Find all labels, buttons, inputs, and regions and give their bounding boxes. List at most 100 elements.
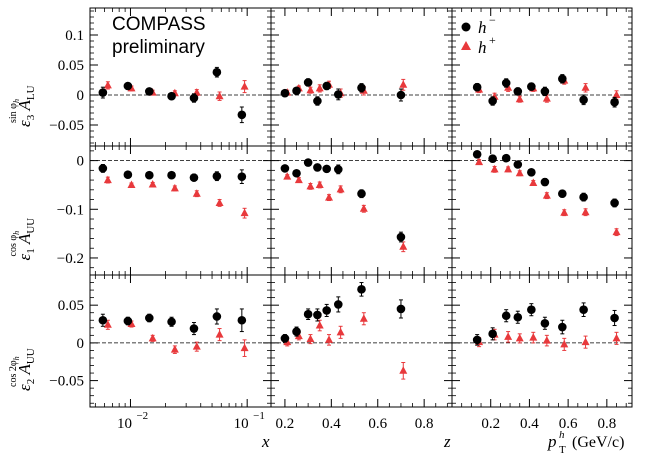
data-point-pos-cosphi-x bbox=[170, 183, 179, 192]
data-point-pos-cos2phi-z bbox=[325, 334, 334, 346]
marker-circle bbox=[189, 324, 199, 333]
marker-circle bbox=[167, 170, 176, 180]
data-point-neg-cosphi-x bbox=[123, 170, 133, 180]
data-point-neg-sinphi-z bbox=[280, 88, 290, 98]
ytick-label-cosphi: −0.1 bbox=[57, 202, 84, 218]
data-point-neg-sinphi-z bbox=[292, 86, 301, 96]
data-point-pos-cosphi-z bbox=[359, 204, 368, 213]
marker-circle bbox=[333, 165, 343, 174]
data-point-neg-cosphi-x bbox=[237, 169, 247, 184]
data-point-pos-cosphi-z bbox=[283, 172, 292, 180]
marker-circle bbox=[396, 304, 406, 314]
marker-circle bbox=[558, 189, 567, 199]
xtick-label-x: 10 bbox=[234, 416, 249, 432]
marker-circle bbox=[212, 312, 222, 321]
data-point-pos-cosphi-x bbox=[148, 179, 157, 188]
x-axis-label-z: z bbox=[443, 432, 451, 451]
marker-circle bbox=[322, 164, 331, 174]
marker-triangle bbox=[148, 333, 157, 342]
marker-circle bbox=[280, 88, 290, 98]
data-point-pos-cosphi-pt bbox=[529, 178, 538, 186]
marker-circle bbox=[558, 322, 567, 332]
marker-circle bbox=[123, 170, 133, 180]
marker-triangle bbox=[283, 172, 292, 180]
data-point-pos-sinphi-pt bbox=[542, 94, 551, 103]
marker-circle bbox=[98, 315, 108, 325]
ytick-label-sinphi: 0.1 bbox=[65, 28, 84, 44]
data-point-neg-sinphi-pt bbox=[488, 96, 497, 106]
data-point-neg-sinphi-z bbox=[303, 78, 313, 87]
marker-circle bbox=[212, 171, 222, 181]
marker-circle bbox=[396, 90, 406, 100]
marker-circle bbox=[513, 312, 523, 322]
ytick-label-sinphi: 0 bbox=[77, 88, 85, 104]
marker-circle bbox=[313, 96, 322, 106]
data-point-pos-cos2phi-pt bbox=[542, 334, 551, 347]
marker-triangle bbox=[529, 333, 538, 341]
marker-triangle bbox=[529, 178, 538, 186]
legend-sup-neg: − bbox=[489, 13, 496, 27]
data-point-neg-cos2phi-pt bbox=[610, 309, 619, 327]
y-axis-label-text: ε3 ALU bbox=[15, 85, 37, 127]
data-point-neg-cosphi-z bbox=[280, 164, 290, 173]
data-point-neg-cos2phi-z bbox=[303, 308, 313, 321]
marker-circle bbox=[488, 329, 497, 339]
marker-triangle bbox=[336, 327, 345, 336]
xtick-label-pt: 0.8 bbox=[597, 416, 616, 432]
data-point-neg-cos2phi-pt bbox=[527, 303, 536, 317]
ytick-label-sinphi: 0.05 bbox=[58, 58, 84, 74]
marker-circle bbox=[396, 232, 406, 242]
data-point-neg-cos2phi-z bbox=[333, 296, 343, 313]
marker-circle bbox=[280, 164, 290, 173]
data-point-pos-cosphi-pt bbox=[581, 207, 590, 217]
marker-circle bbox=[540, 318, 550, 328]
data-point-pos-cosphi-z bbox=[336, 184, 345, 194]
marker-triangle bbox=[515, 94, 524, 103]
marker-triangle bbox=[315, 321, 324, 329]
data-point-neg-sinphi-z bbox=[357, 83, 366, 93]
marker-circle bbox=[333, 300, 343, 309]
data-point-pos-cos2phi-pt bbox=[504, 331, 513, 343]
marker-triangle bbox=[103, 80, 112, 89]
data-point-pos-cosphi-z bbox=[399, 241, 408, 253]
data-point-pos-cos2phi-x bbox=[192, 341, 201, 352]
data-point-neg-sinphi-x bbox=[123, 81, 133, 91]
data-point-neg-cosphi-pt bbox=[610, 198, 619, 208]
marker-circle bbox=[280, 334, 290, 343]
data-point-neg-sinphi-pt bbox=[513, 87, 523, 96]
data-point-neg-sinphi-pt bbox=[527, 82, 536, 91]
marker-triangle bbox=[515, 168, 524, 177]
marker-circle bbox=[357, 285, 366, 294]
svg-text:x: x bbox=[261, 432, 270, 451]
data-point-neg-sinphi-x bbox=[212, 66, 222, 78]
marker-triangle bbox=[325, 193, 334, 201]
data-point-neg-cosphi-pt bbox=[501, 153, 511, 163]
x-axis-label-pt: p h T (GeV/c) bbox=[547, 429, 624, 456]
data-point-neg-cosphi-pt bbox=[540, 177, 550, 187]
data-point-neg-cosphi-pt bbox=[472, 149, 482, 159]
ytick-label-cos2phi: −0.05 bbox=[49, 374, 84, 390]
data-point-pos-cosphi-x bbox=[127, 180, 136, 188]
y-axis-label-sup: sin φh bbox=[8, 99, 21, 123]
marker-circle bbox=[527, 82, 536, 91]
marker-circle bbox=[501, 311, 511, 321]
marker-circle bbox=[540, 177, 550, 187]
marker-triangle bbox=[612, 333, 621, 342]
marker-triangle bbox=[359, 314, 368, 322]
xtick-label-exp-x: −2 bbox=[136, 410, 148, 422]
data-point-pos-cosphi-x bbox=[103, 175, 112, 184]
data-point-neg-cos2phi-x bbox=[98, 313, 108, 327]
marker-triangle bbox=[475, 157, 484, 166]
marker-triangle bbox=[560, 339, 569, 348]
marker-circle bbox=[237, 315, 247, 325]
marker-circle bbox=[292, 168, 301, 178]
marker-triangle bbox=[170, 183, 179, 192]
data-point-neg-cos2phi-pt bbox=[513, 310, 523, 324]
data-point-neg-cos2phi-x bbox=[123, 316, 133, 326]
marker-circle bbox=[472, 335, 482, 345]
data-point-neg-sinphi-z bbox=[396, 88, 406, 102]
data-point-neg-sinphi-pt bbox=[540, 86, 550, 97]
marker-triangle bbox=[359, 204, 368, 212]
ytick-label-cosphi: −0.2 bbox=[57, 251, 84, 267]
